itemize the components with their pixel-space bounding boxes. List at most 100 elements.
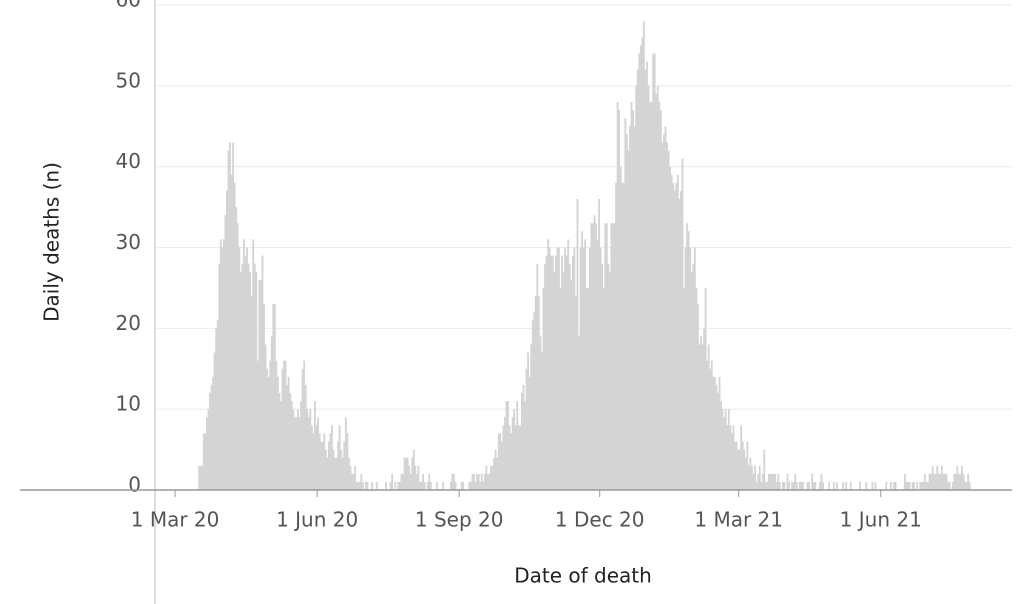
bar bbox=[344, 417, 347, 490]
bar bbox=[490, 465, 492, 490]
bar bbox=[732, 425, 735, 490]
bar bbox=[205, 417, 208, 490]
bar bbox=[360, 473, 363, 490]
bar bbox=[573, 247, 576, 490]
bar bbox=[507, 401, 509, 490]
bar bbox=[482, 481, 485, 490]
bar bbox=[812, 481, 815, 490]
bar bbox=[633, 126, 636, 490]
bar bbox=[792, 481, 795, 490]
bar bbox=[284, 360, 287, 490]
bar bbox=[709, 368, 712, 490]
bar bbox=[590, 223, 593, 490]
bar bbox=[894, 481, 897, 490]
bar bbox=[310, 425, 313, 490]
bar bbox=[198, 465, 201, 490]
bar bbox=[749, 457, 752, 490]
bar bbox=[419, 481, 421, 490]
bar bbox=[533, 312, 536, 490]
bar bbox=[499, 433, 502, 490]
bar bbox=[734, 441, 736, 490]
bar bbox=[488, 473, 491, 490]
bar bbox=[338, 425, 341, 490]
bar bbox=[690, 271, 693, 490]
bar bbox=[241, 263, 244, 490]
bar bbox=[391, 473, 394, 490]
y-tick-label: 60 bbox=[116, 0, 141, 12]
bar bbox=[561, 255, 563, 490]
bar bbox=[715, 384, 718, 490]
bar bbox=[744, 457, 747, 490]
bar bbox=[542, 287, 545, 490]
bar bbox=[781, 481, 784, 490]
bar bbox=[471, 473, 474, 490]
bar bbox=[629, 126, 631, 490]
bar bbox=[451, 473, 454, 490]
bar bbox=[777, 473, 780, 490]
bar bbox=[911, 481, 914, 490]
bar bbox=[740, 425, 743, 490]
bar bbox=[595, 223, 597, 490]
bar bbox=[343, 441, 346, 490]
bar bbox=[324, 449, 327, 490]
bar bbox=[760, 481, 763, 490]
bar bbox=[477, 473, 480, 490]
bar bbox=[567, 239, 570, 490]
bar bbox=[281, 368, 284, 490]
bar bbox=[320, 441, 323, 490]
bar bbox=[713, 376, 716, 490]
bar bbox=[903, 473, 906, 490]
bar bbox=[536, 263, 539, 490]
bar bbox=[229, 142, 231, 490]
bar bbox=[761, 473, 764, 490]
bar bbox=[340, 449, 343, 490]
bar bbox=[565, 255, 568, 490]
bar bbox=[537, 296, 540, 490]
bar bbox=[272, 304, 275, 490]
bar bbox=[928, 473, 931, 490]
bar bbox=[666, 142, 668, 490]
bar bbox=[587, 287, 590, 490]
bar bbox=[842, 481, 844, 490]
bar bbox=[534, 296, 537, 490]
bar bbox=[693, 247, 696, 490]
bar bbox=[747, 465, 750, 490]
bar bbox=[341, 457, 344, 490]
bar bbox=[218, 263, 221, 490]
bar bbox=[598, 199, 601, 490]
bar bbox=[409, 473, 412, 490]
bar bbox=[822, 481, 824, 490]
bar bbox=[520, 393, 523, 490]
bar bbox=[588, 247, 591, 490]
bar bbox=[931, 465, 934, 490]
bar bbox=[293, 417, 296, 490]
bar bbox=[615, 182, 617, 491]
bar bbox=[453, 473, 455, 490]
bar bbox=[624, 118, 627, 491]
bar bbox=[238, 247, 241, 490]
bar bbox=[256, 360, 259, 490]
bar bbox=[468, 481, 471, 490]
bar bbox=[527, 352, 529, 490]
bar bbox=[751, 465, 753, 490]
bar bbox=[923, 473, 926, 490]
bar bbox=[754, 465, 756, 490]
bar bbox=[656, 85, 659, 490]
bar bbox=[202, 433, 205, 490]
bar bbox=[956, 465, 959, 490]
bar bbox=[610, 223, 613, 490]
bar bbox=[503, 417, 506, 490]
bar bbox=[954, 473, 957, 490]
bar bbox=[422, 473, 424, 490]
bar bbox=[286, 384, 289, 490]
bar bbox=[318, 433, 321, 490]
bar bbox=[613, 223, 616, 490]
bar bbox=[962, 473, 965, 490]
bar bbox=[354, 465, 357, 490]
bar bbox=[692, 263, 695, 490]
bar bbox=[619, 166, 622, 490]
bar bbox=[763, 449, 766, 490]
bar bbox=[942, 473, 945, 490]
bar bbox=[420, 481, 423, 490]
bar bbox=[940, 465, 943, 490]
